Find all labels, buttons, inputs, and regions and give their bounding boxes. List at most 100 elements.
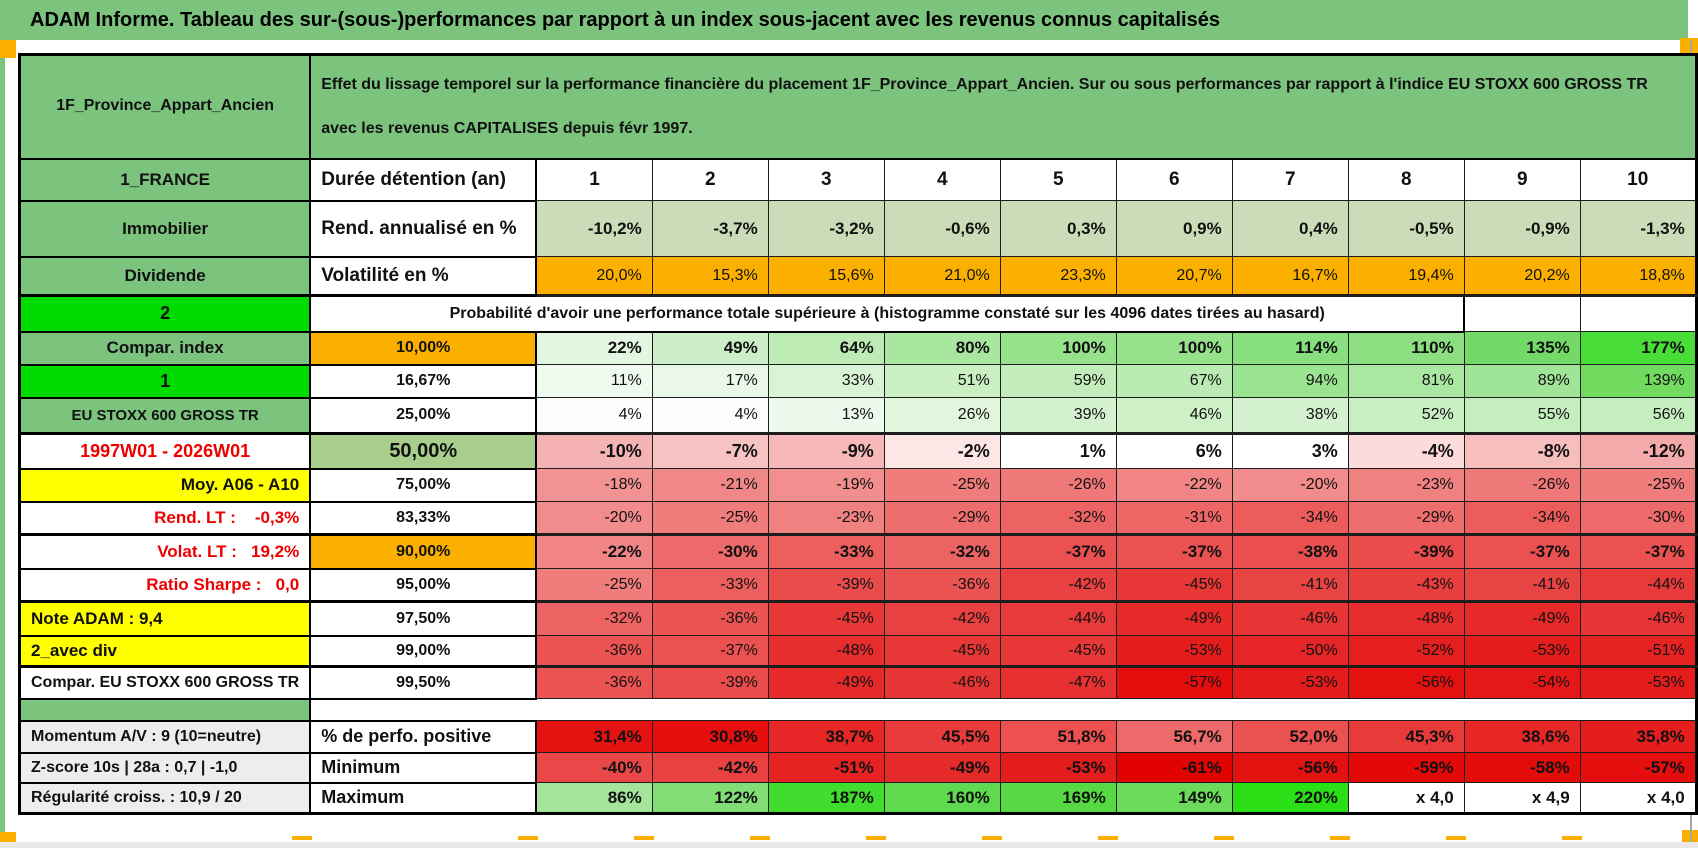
value-cell[interactable]: 21,0%	[883, 256, 1001, 297]
value-cell[interactable]: -37%	[999, 534, 1117, 569]
metric-label-cell[interactable]: 99,50%	[309, 665, 538, 700]
value-cell[interactable]: -48%	[767, 635, 885, 668]
row-label-cell[interactable]: Volat. LT : 19,2%	[18, 533, 312, 570]
value-cell[interactable]: 30,8%	[651, 720, 769, 753]
value-cell[interactable]: 169%	[999, 782, 1117, 814]
value-cell[interactable]: 56%	[1579, 397, 1697, 435]
metric-label-cell[interactable]: Maximum	[309, 781, 538, 815]
value-cell[interactable]: 100%	[999, 331, 1117, 365]
value-cell[interactable]: -25%	[1579, 468, 1697, 502]
value-cell[interactable]: -49%	[767, 666, 885, 699]
value-cell[interactable]: -26%	[999, 468, 1117, 502]
value-cell[interactable]: 139%	[1579, 364, 1697, 398]
value-cell[interactable]: 23,3%	[999, 256, 1117, 297]
value-cell[interactable]: 55%	[1463, 397, 1581, 435]
value-cell[interactable]: 86%	[535, 782, 653, 814]
row-label-cell[interactable]: Ratio Sharpe : 0,0	[18, 567, 312, 603]
value-cell[interactable]: -22%	[535, 534, 653, 569]
value-cell[interactable]: -18%	[535, 468, 653, 502]
value-cell[interactable]: -0,5%	[1347, 200, 1465, 257]
value-cell[interactable]: -21%	[651, 468, 769, 502]
value-cell[interactable]: 2	[651, 158, 769, 201]
value-cell[interactable]: 17%	[651, 364, 769, 398]
value-cell[interactable]: 1	[535, 158, 653, 201]
value-cell[interactable]: -8%	[1463, 433, 1581, 469]
value-cell[interactable]: 6	[1115, 158, 1233, 201]
value-cell[interactable]: -53%	[1115, 635, 1233, 668]
value-cell[interactable]: 45,3%	[1347, 720, 1465, 753]
value-cell[interactable]: -7%	[651, 433, 769, 469]
value-cell[interactable]: 49%	[651, 331, 769, 365]
value-cell[interactable]: 177%	[1579, 331, 1697, 365]
merged-caption-cell[interactable]: Probabilité d'avoir une performance tota…	[309, 294, 1466, 333]
value-cell[interactable]: -42%	[651, 752, 769, 783]
value-cell[interactable]: 45,5%	[883, 720, 1001, 753]
row-label-cell[interactable]: Momentum A/V : 9 (10=neutre)	[18, 719, 312, 754]
value-cell[interactable]: 4%	[651, 397, 769, 435]
metric-label-cell[interactable]: % de perfo. positive	[309, 719, 538, 754]
value-cell[interactable]: 0,3%	[999, 200, 1117, 257]
row-label-cell[interactable]: Z-score 10s | 28a : 0,7 | -1,0	[18, 751, 312, 784]
value-cell[interactable]: -53%	[1463, 635, 1581, 668]
value-cell[interactable]: -40%	[535, 752, 653, 783]
value-cell[interactable]: 15,6%	[767, 256, 885, 297]
value-cell[interactable]: 100%	[1115, 331, 1233, 365]
value-cell[interactable]: -37%	[1579, 534, 1697, 569]
value-cell[interactable]: 187%	[767, 782, 885, 814]
value-cell[interactable]: 149%	[1115, 782, 1233, 814]
row-label-cell[interactable]: Rend. LT : -0,3%	[18, 500, 312, 536]
value-cell[interactable]: 20,0%	[535, 256, 653, 297]
flag-cell[interactable]: 2	[18, 294, 312, 333]
value-cell[interactable]: 16,7%	[1231, 256, 1349, 297]
value-cell[interactable]: -49%	[883, 752, 1001, 783]
value-cell[interactable]: -37%	[1463, 534, 1581, 569]
value-cell[interactable]: 110%	[1347, 331, 1465, 365]
metric-label-cell[interactable]: 99,00%	[309, 634, 538, 668]
value-cell[interactable]: x 4,9	[1463, 782, 1581, 814]
value-cell[interactable]: 52,0%	[1231, 720, 1349, 753]
value-cell[interactable]: -51%	[1579, 635, 1697, 668]
value-cell[interactable]: 5	[999, 158, 1117, 201]
value-cell[interactable]: -20%	[1231, 468, 1349, 502]
row-label-cell[interactable]: 2_avec div	[18, 634, 312, 668]
value-cell[interactable]: -29%	[883, 501, 1001, 536]
value-cell[interactable]: 33%	[767, 364, 885, 398]
value-cell[interactable]: -45%	[767, 601, 885, 636]
value-cell[interactable]: -4%	[1347, 433, 1465, 469]
value-cell[interactable]: -61%	[1115, 752, 1233, 783]
value-cell[interactable]: -1,3%	[1579, 200, 1697, 257]
value-cell[interactable]: -42%	[999, 568, 1117, 603]
value-cell[interactable]: 31,4%	[535, 720, 653, 753]
value-cell[interactable]: -37%	[1115, 534, 1233, 569]
metric-label-cell[interactable]: 97,50%	[309, 600, 538, 637]
value-cell[interactable]: -44%	[999, 601, 1117, 636]
value-cell[interactable]: 64%	[767, 331, 885, 365]
row-label-cell[interactable]: 1997W01 - 2026W01	[18, 432, 312, 470]
value-cell[interactable]: 122%	[651, 782, 769, 814]
value-cell[interactable]: 38,6%	[1463, 720, 1581, 753]
value-cell[interactable]: -0,6%	[883, 200, 1001, 257]
value-cell[interactable]	[1463, 295, 1581, 332]
value-cell[interactable]: 7	[1231, 158, 1349, 201]
value-cell[interactable]: -53%	[999, 752, 1117, 783]
value-cell[interactable]: -3,7%	[651, 200, 769, 257]
value-cell[interactable]: -10,2%	[535, 200, 653, 257]
value-cell[interactable]: -45%	[883, 635, 1001, 668]
value-cell[interactable]: -58%	[1463, 752, 1581, 783]
value-cell[interactable]: -36%	[651, 601, 769, 636]
value-cell[interactable]: -25%	[535, 568, 653, 603]
value-cell[interactable]: -32%	[535, 601, 653, 636]
value-cell[interactable]: -54%	[1463, 666, 1581, 699]
value-cell[interactable]: -19%	[767, 468, 885, 502]
value-cell[interactable]: x 4,0	[1579, 782, 1697, 814]
value-cell[interactable]: 52%	[1347, 397, 1465, 435]
metric-label-cell[interactable]: 90,00%	[309, 533, 538, 570]
metric-label-cell[interactable]: 83,33%	[309, 500, 538, 536]
value-cell[interactable]: -34%	[1231, 501, 1349, 536]
value-cell[interactable]: 135%	[1463, 331, 1581, 365]
value-cell[interactable]: 51,8%	[999, 720, 1117, 753]
value-cell[interactable]: 3	[767, 158, 885, 201]
value-cell[interactable]	[1579, 295, 1697, 332]
row-label-cell[interactable]: EU STOXX 600 GROSS TR	[18, 396, 312, 435]
value-cell[interactable]: -59%	[1347, 752, 1465, 783]
